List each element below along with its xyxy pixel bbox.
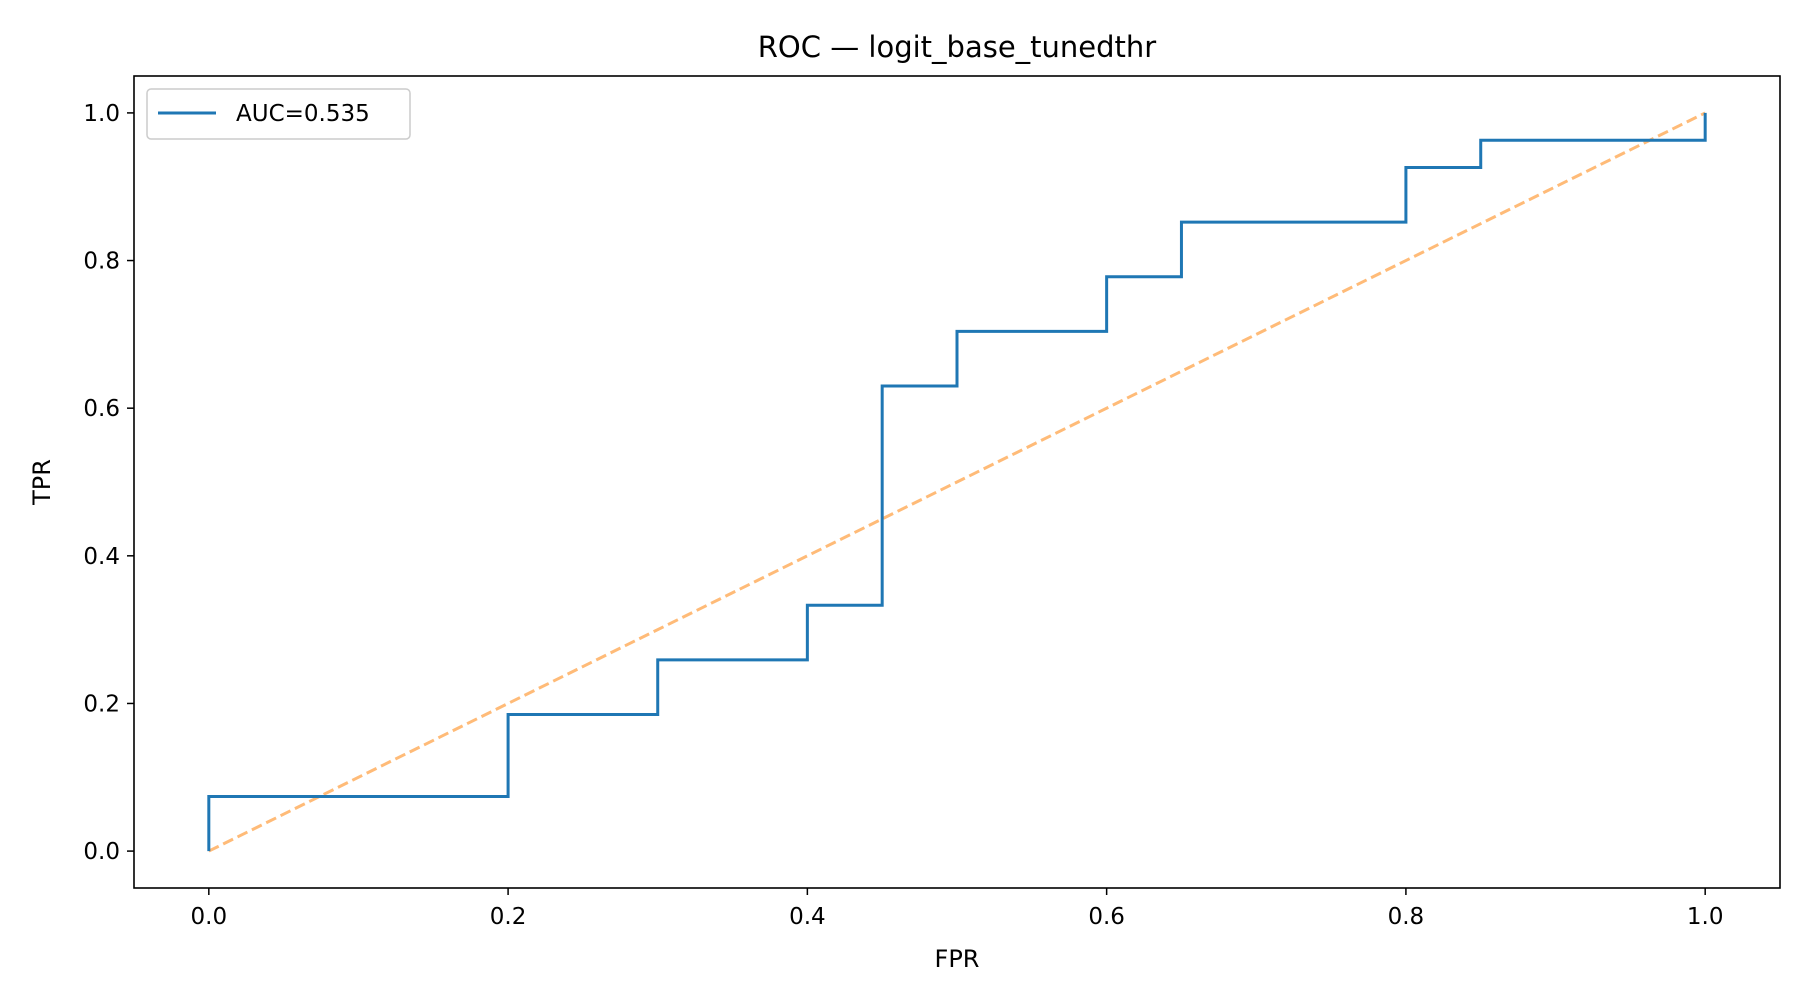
chart-title: ROC — logit_base_tunedthr xyxy=(758,30,1157,64)
series-layer xyxy=(207,111,1707,853)
x-tick-label: 1.0 xyxy=(1687,904,1724,930)
chance-diagonal-line xyxy=(208,111,1706,853)
x-tick-label: 0.4 xyxy=(789,904,826,930)
x-axis: 0.0 0.2 0.4 0.6 0.8 1.0 xyxy=(191,888,1724,930)
roc-curve-line xyxy=(207,112,1707,852)
y-tick-label: 0.4 xyxy=(83,544,120,570)
y-tick-label: 1.0 xyxy=(83,101,120,127)
y-axis-label: TPR xyxy=(28,459,56,506)
x-tick-label: 0.0 xyxy=(191,904,228,930)
y-tick-label: 0.8 xyxy=(83,249,120,275)
legend-label: AUC=0.535 xyxy=(236,101,370,127)
x-tick-label: 0.8 xyxy=(1388,904,1425,930)
y-tick-label: 0.2 xyxy=(83,691,120,717)
legend: AUC=0.535 xyxy=(146,88,411,140)
x-tick-label: 0.2 xyxy=(490,904,527,930)
x-axis-label: FPR xyxy=(935,945,980,973)
x-tick-label: 0.6 xyxy=(1088,904,1125,930)
plot-frame xyxy=(133,75,1781,889)
legend-box xyxy=(146,88,411,140)
y-tick-label: 0.0 xyxy=(83,839,120,865)
y-tick-label: 0.6 xyxy=(83,396,120,422)
y-axis: 0.0 0.2 0.4 0.6 0.8 1.0 xyxy=(83,101,134,865)
